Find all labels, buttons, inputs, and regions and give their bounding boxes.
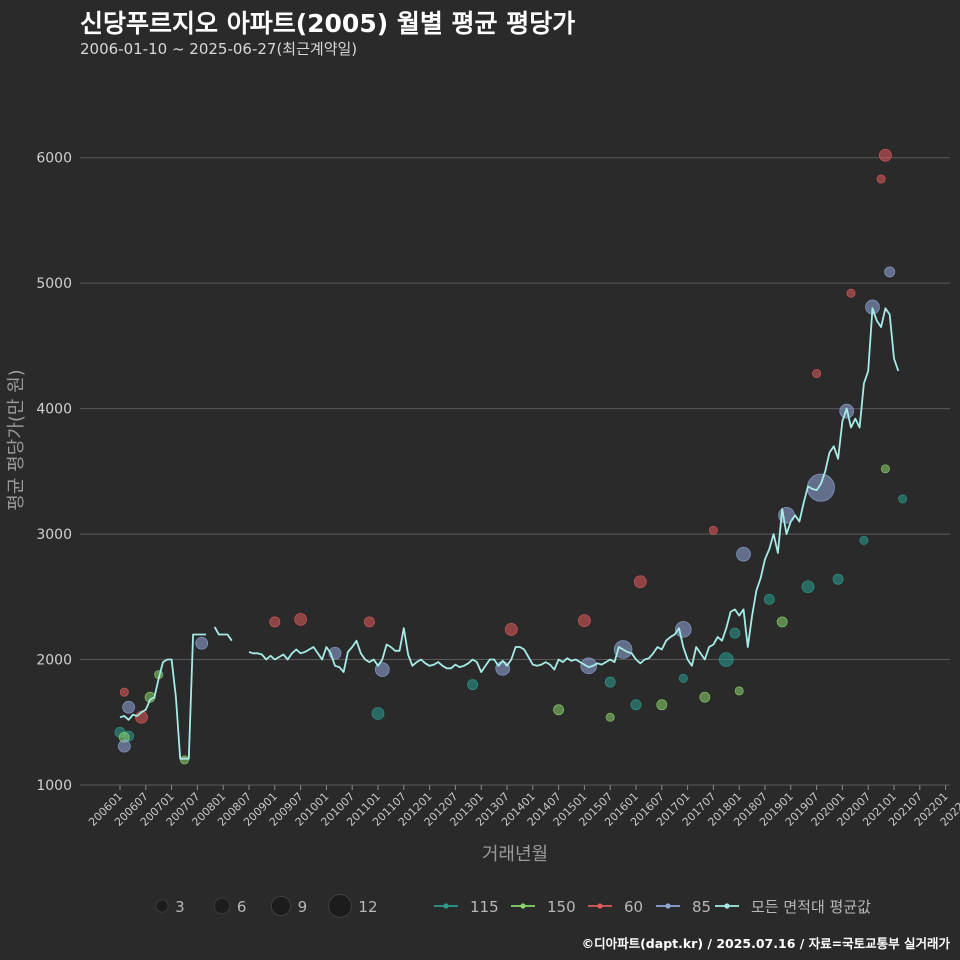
data-point-115 <box>859 535 869 545</box>
data-point-60 <box>294 613 308 626</box>
data-point-115 <box>467 679 479 691</box>
series-legend-dot <box>665 903 671 909</box>
series-legend-label: 150 <box>547 898 576 916</box>
size-legend-key <box>328 894 352 918</box>
legend: 3 6 9 12 115 150 60 85 모든 면적대 평균값 <box>155 894 871 918</box>
data-point-60 <box>119 687 129 697</box>
y-axis-title: 평균 평당가(만 원) <box>6 369 27 510</box>
series-legend-label: 모든 면적대 평균값 <box>751 898 871 916</box>
data-point-60 <box>504 623 518 636</box>
data-point-150 <box>179 755 189 765</box>
size-legend-key <box>155 899 169 913</box>
data-point-115 <box>718 652 734 667</box>
data-point-115 <box>678 673 688 683</box>
size-legend-label: 6 <box>237 898 247 916</box>
data-point-150 <box>605 712 615 722</box>
data-point-60 <box>879 148 892 162</box>
size-legend-key <box>213 897 231 915</box>
data-point-115 <box>832 573 844 585</box>
point-layer <box>114 148 908 765</box>
series-legend-label: 85 <box>692 898 711 916</box>
data-point-85 <box>580 657 597 675</box>
data-point-115 <box>604 676 616 688</box>
data-point-60 <box>633 575 647 589</box>
series-legend-label: 60 <box>624 898 643 916</box>
data-point-60 <box>578 614 591 628</box>
x-axis-title: 거래년월 <box>482 844 548 865</box>
data-point-115 <box>801 580 815 594</box>
data-point-150 <box>776 616 788 628</box>
grid-layer <box>80 157 950 786</box>
series-legend-dot <box>597 903 603 909</box>
data-point-60 <box>812 369 822 379</box>
size-legend-label: 12 <box>358 898 377 916</box>
data-point-115 <box>898 494 908 504</box>
y-tick-label: 5000 <box>36 276 72 292</box>
axis-layer: 1000200030004000500060002006012006072007… <box>6 151 960 865</box>
series-legend-dot <box>443 903 449 909</box>
data-point-60 <box>363 616 375 628</box>
y-tick-label: 4000 <box>36 402 72 418</box>
data-point-85 <box>117 739 131 753</box>
data-point-150 <box>880 464 890 474</box>
data-point-85 <box>884 266 896 278</box>
average-line-segment <box>119 633 206 760</box>
y-tick-label: 2000 <box>36 653 72 669</box>
data-point-85 <box>736 546 751 562</box>
data-point-150 <box>553 704 565 716</box>
data-point-115 <box>371 707 385 720</box>
series-legend-label: 115 <box>470 898 499 916</box>
series-legend-dot <box>724 903 730 909</box>
y-tick-label: 6000 <box>36 151 72 167</box>
data-point-115 <box>763 593 775 605</box>
data-point-150 <box>734 686 744 696</box>
data-point-60 <box>269 616 281 628</box>
size-legend-label: 3 <box>175 898 185 916</box>
data-point-85 <box>122 700 136 714</box>
data-point-60 <box>876 174 886 184</box>
y-tick-label: 1000 <box>36 778 72 794</box>
data-point-60 <box>846 288 856 298</box>
y-tick-label: 3000 <box>36 527 72 543</box>
data-point-150 <box>656 699 668 711</box>
average-line-segment <box>213 626 233 642</box>
chart-subtitle: 2006-01-10 ~ 2025-06-27(최근계약일) <box>80 40 358 58</box>
source-caption: ©디아파트(dapt.kr) / 2025.07.16 / 자료=국토교통부 실… <box>581 936 950 951</box>
data-point-150 <box>699 691 711 703</box>
data-point-60 <box>708 525 718 535</box>
size-legend-label: 9 <box>298 898 308 916</box>
average-line-segment <box>248 307 900 673</box>
chart-title: 신당푸르지오 아파트(2005) 월별 평균 평당가 <box>80 9 576 38</box>
average-line-layer <box>119 307 900 760</box>
size-legend-key <box>270 895 292 917</box>
series-legend-dot <box>520 903 526 909</box>
data-point-115 <box>729 627 741 639</box>
data-point-85 <box>195 636 209 650</box>
data-point-115 <box>630 699 642 711</box>
